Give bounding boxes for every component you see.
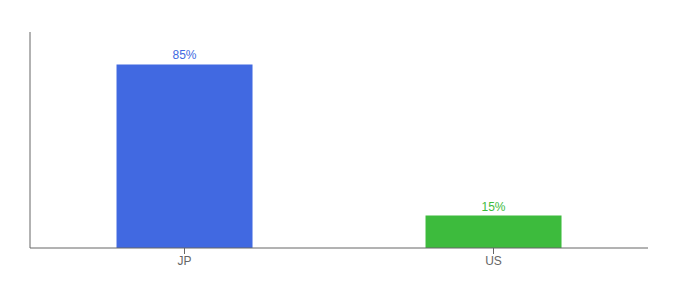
svg-text:15%: 15% [482,200,506,214]
svg-text:JP: JP [177,254,191,268]
svg-text:85%: 85% [173,48,197,62]
svg-text:US: US [485,254,502,268]
